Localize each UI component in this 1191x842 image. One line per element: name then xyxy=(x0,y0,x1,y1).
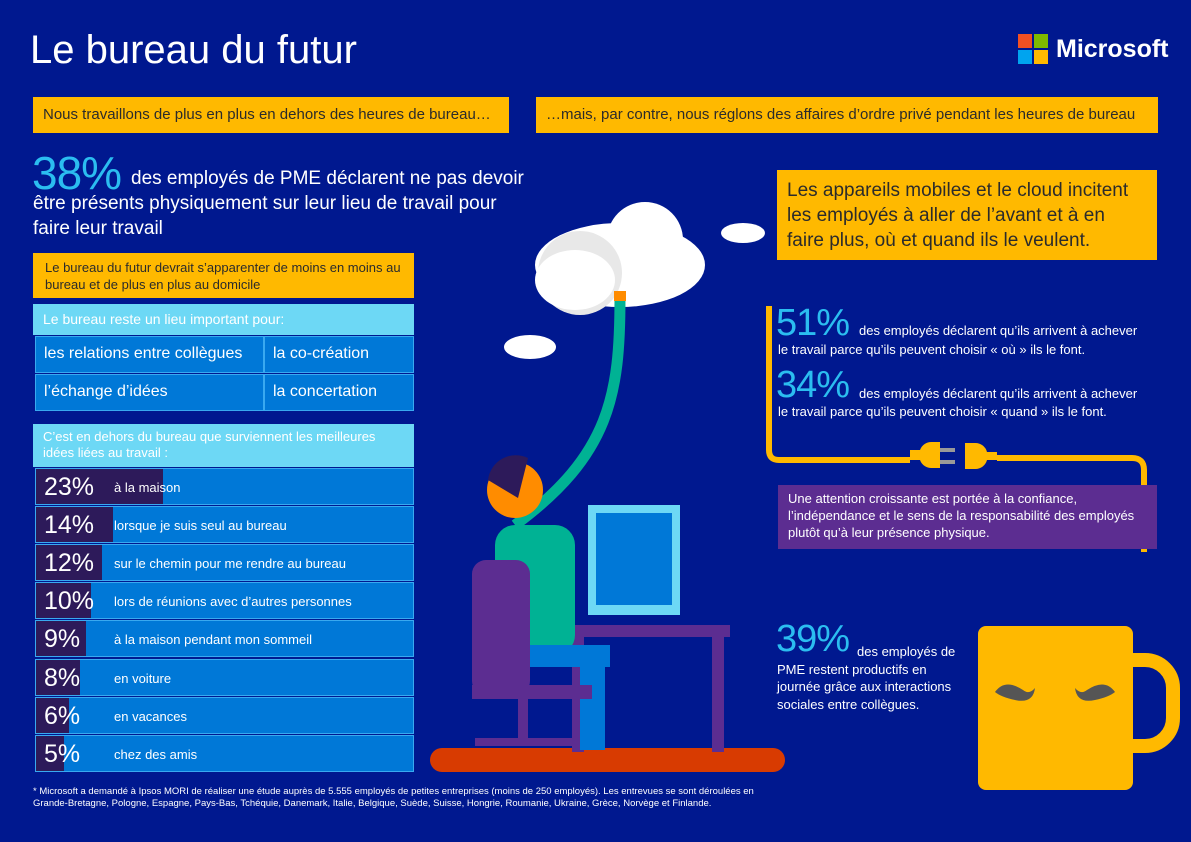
trust-box: Une attention croissante est portée à la… xyxy=(778,485,1157,549)
stat-39-text: des employés de PME restent productifs e… xyxy=(777,644,956,712)
stat-51-line2: le travail parce qu’ils peuvent choisir … xyxy=(778,342,1086,357)
idea-bar xyxy=(36,735,64,771)
stat-34-line2: le travail parce qu’ils peuvent choisir … xyxy=(778,404,1107,419)
idea-percent: 10% xyxy=(44,587,95,616)
idea-label: sur le chemin pour me rendre au bureau xyxy=(114,556,346,572)
stat-38-text: des employés de PME déclarent ne pas dev… xyxy=(33,168,524,239)
mug-icon xyxy=(978,626,1180,790)
footnote: * Microsoft a demandé à Ipsos MORI de ré… xyxy=(33,786,754,809)
idea-row: 10% lors de réunions avec d’autres person… xyxy=(35,582,414,620)
idea-bar xyxy=(36,659,80,695)
banner-left: Nous travaillons de plus en plus en deho… xyxy=(33,97,509,133)
microsoft-wordmark: Microsoft xyxy=(1056,34,1169,63)
idea-row: 8% en voiture xyxy=(35,658,414,696)
idea-row: 9% à la maison pendant mon sommeil xyxy=(35,620,414,658)
mobile-cloud-box: Les appareils mobiles et le cloud incite… xyxy=(777,170,1157,260)
idea-percent: 12% xyxy=(44,549,95,578)
microsoft-logo: Microsoft xyxy=(1018,34,1169,64)
office-item: la co-création xyxy=(264,336,414,373)
idea-bar xyxy=(36,545,102,581)
idea-bar xyxy=(36,697,69,733)
idea-percent: 23% xyxy=(44,473,95,501)
stat-39-value: 39% xyxy=(776,618,850,660)
idea-bar xyxy=(36,583,91,619)
idea-label: chez des amis xyxy=(114,746,198,762)
chair xyxy=(472,560,530,695)
ideas-header: C’est en dehors du bureau que surviennen… xyxy=(33,424,414,467)
idea-row: 12% sur le chemin pour me rendre au burea… xyxy=(35,544,414,582)
office-item: la concertation xyxy=(264,374,414,411)
office-important-header: Le bureau reste un lieu important pour: xyxy=(33,304,414,335)
idea-row: 23% à la maison xyxy=(35,468,414,505)
idea-label: à la maison xyxy=(114,480,181,495)
idea-bar xyxy=(36,469,163,504)
stat-51-value: 51% xyxy=(776,302,850,344)
idea-label: en vacances xyxy=(114,708,187,724)
idea-row: 6% en vacances xyxy=(35,696,414,734)
office-item: les relations entre collègues xyxy=(35,336,264,373)
microsoft-logo-icon xyxy=(1018,34,1048,64)
stat-34-value: 34% xyxy=(776,364,850,406)
small-cloud-icon xyxy=(504,335,556,359)
office-item: l’échange d’idées xyxy=(35,374,264,411)
illustration xyxy=(430,202,785,772)
idea-percent: 8% xyxy=(44,663,81,692)
idea-percent: 9% xyxy=(44,625,81,654)
idea-percent: 5% xyxy=(44,739,81,768)
idea-bar xyxy=(36,507,113,543)
banner-right: …mais, par contre, nous réglons des affa… xyxy=(536,97,1158,133)
socket-icon xyxy=(965,442,997,470)
arm xyxy=(511,296,626,530)
cloud-icon xyxy=(535,202,705,315)
mustache-icon xyxy=(995,684,1115,701)
idea-percent: 6% xyxy=(44,701,81,730)
idea-label: en voiture xyxy=(114,670,172,686)
small-cloud-icon xyxy=(721,223,765,243)
stat-38-value: 38% xyxy=(32,147,122,199)
page-title: Le bureau du futur xyxy=(30,28,357,72)
idea-bar xyxy=(36,621,86,657)
idea-row: 5% chez des amis xyxy=(35,734,414,772)
idea-label: lorsque je suis seul au bureau xyxy=(114,518,287,534)
plug-icon xyxy=(910,441,940,469)
power-cord xyxy=(766,306,1147,552)
rug xyxy=(430,748,785,772)
idea-label: lors de réunions avec d’autres personnes xyxy=(114,594,352,610)
stat-51-line1: des employés déclarent qu’ils arrivent à… xyxy=(859,323,1138,338)
idea-row: 14% lorsque je suis seul au bureau xyxy=(35,506,414,544)
desk xyxy=(570,625,730,637)
idea-percent: 14% xyxy=(44,511,95,540)
idea-label: à la maison pendant mon sommeil xyxy=(114,632,312,648)
stat-34-line1: des employés déclarent qu’ils arrivent à… xyxy=(859,386,1138,401)
future-note: Le bureau du futur devrait s’apparenter … xyxy=(33,253,414,298)
